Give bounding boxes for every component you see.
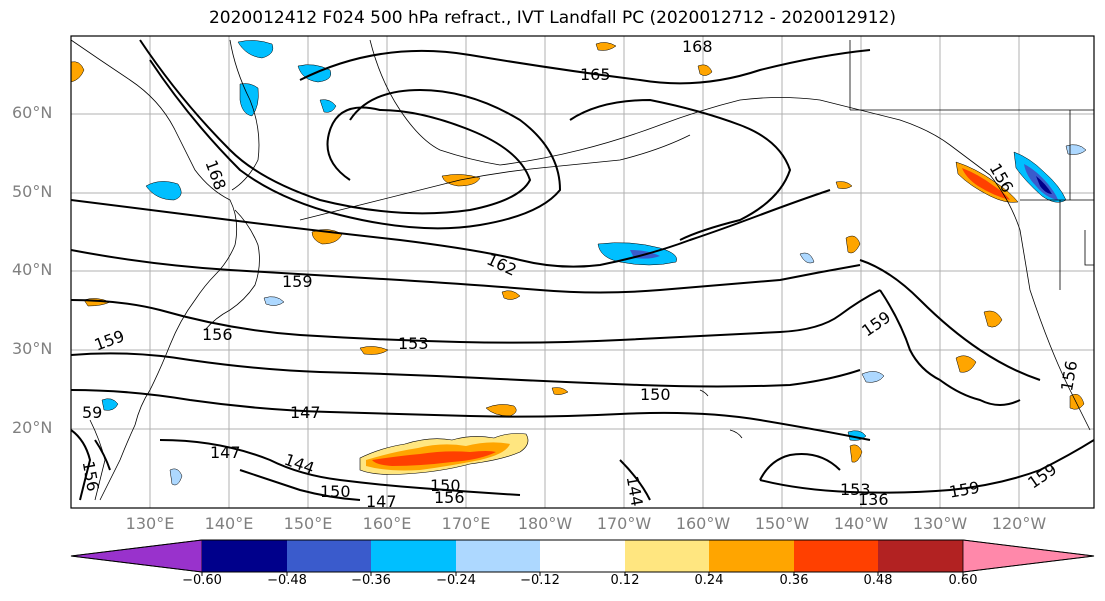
lon-label: 130°W xyxy=(912,514,968,533)
colorbar-segment xyxy=(540,540,625,572)
colorbar-segment xyxy=(371,540,456,572)
lon-label: 160°E xyxy=(362,514,412,533)
contour-label: 59 xyxy=(82,403,102,422)
lat-label: 60°N xyxy=(12,103,53,122)
contour-label: 156 xyxy=(202,325,233,344)
colorbar-segment xyxy=(70,539,203,573)
filled-anomalies xyxy=(71,40,1087,486)
map-title: 2020012412 F024 500 hPa refract., IVT La… xyxy=(208,8,896,28)
lon-label: 130°E xyxy=(125,514,175,533)
contour-label: 153 xyxy=(398,334,429,353)
colorbar-segment xyxy=(878,540,963,572)
colorbar-tick-label: 0.60 xyxy=(948,573,978,588)
map-area xyxy=(71,36,1094,508)
colorbar-tick-label: 0.36 xyxy=(779,573,809,588)
contour-label: 165 xyxy=(580,65,611,84)
colorbar-segment xyxy=(456,540,540,572)
lat-label: 30°N xyxy=(12,339,53,358)
lon-label: 180°W xyxy=(517,514,573,533)
colorbar-tick-label: −0.24 xyxy=(436,573,476,588)
colorbar-segment xyxy=(202,540,287,572)
contour-label: 147 xyxy=(290,403,321,422)
contour-label: 150 xyxy=(640,385,671,404)
colorbar xyxy=(70,539,1095,576)
lon-label: 150°W xyxy=(754,514,810,533)
colorbar-tick-label: 0.48 xyxy=(863,573,893,588)
lon-label: 170°W xyxy=(596,514,652,533)
contour-label: 159 xyxy=(282,272,313,291)
colorbar-segment xyxy=(625,540,709,572)
colorbar-tick-label: −0.48 xyxy=(267,573,307,588)
colorbar-tick-label: −0.36 xyxy=(351,573,391,588)
colorbar-segment xyxy=(709,540,794,572)
lat-label: 50°N xyxy=(12,182,53,201)
lon-label: 160°W xyxy=(675,514,731,533)
contour-label: 150 xyxy=(430,476,461,495)
contour-label: 147 xyxy=(366,492,397,511)
gridlines xyxy=(71,36,1094,508)
colorbar-segment xyxy=(287,540,371,572)
refractivity-contours xyxy=(71,39,1094,501)
lon-label: 170°E xyxy=(441,514,491,533)
colorbar-segment xyxy=(962,539,1095,573)
colorbar-segment xyxy=(794,540,878,572)
colorbar-tick-label: −0.12 xyxy=(520,573,560,588)
contour-label: 168 xyxy=(682,37,713,56)
lon-label: 120°W xyxy=(991,514,1047,533)
contour-label: 136 xyxy=(858,490,889,509)
colorbar-tick-label: 0.24 xyxy=(694,573,724,588)
contour-label: 156 xyxy=(434,488,465,507)
lat-label: 40°N xyxy=(12,260,53,279)
lat-label: 20°N xyxy=(12,418,53,437)
lon-label: 140°E xyxy=(204,514,254,533)
contour-label: 153 xyxy=(840,480,871,499)
lon-label: 150°E xyxy=(283,514,333,533)
lon-label: 140°W xyxy=(833,514,889,533)
map-border xyxy=(70,35,1095,509)
contour-label: 150 xyxy=(320,482,351,501)
colorbar-tick-label: −0.60 xyxy=(182,573,222,588)
coastlines xyxy=(71,39,1094,501)
colorbar-tick-label: 0.12 xyxy=(610,573,640,588)
contour-label: 147 xyxy=(210,443,241,462)
